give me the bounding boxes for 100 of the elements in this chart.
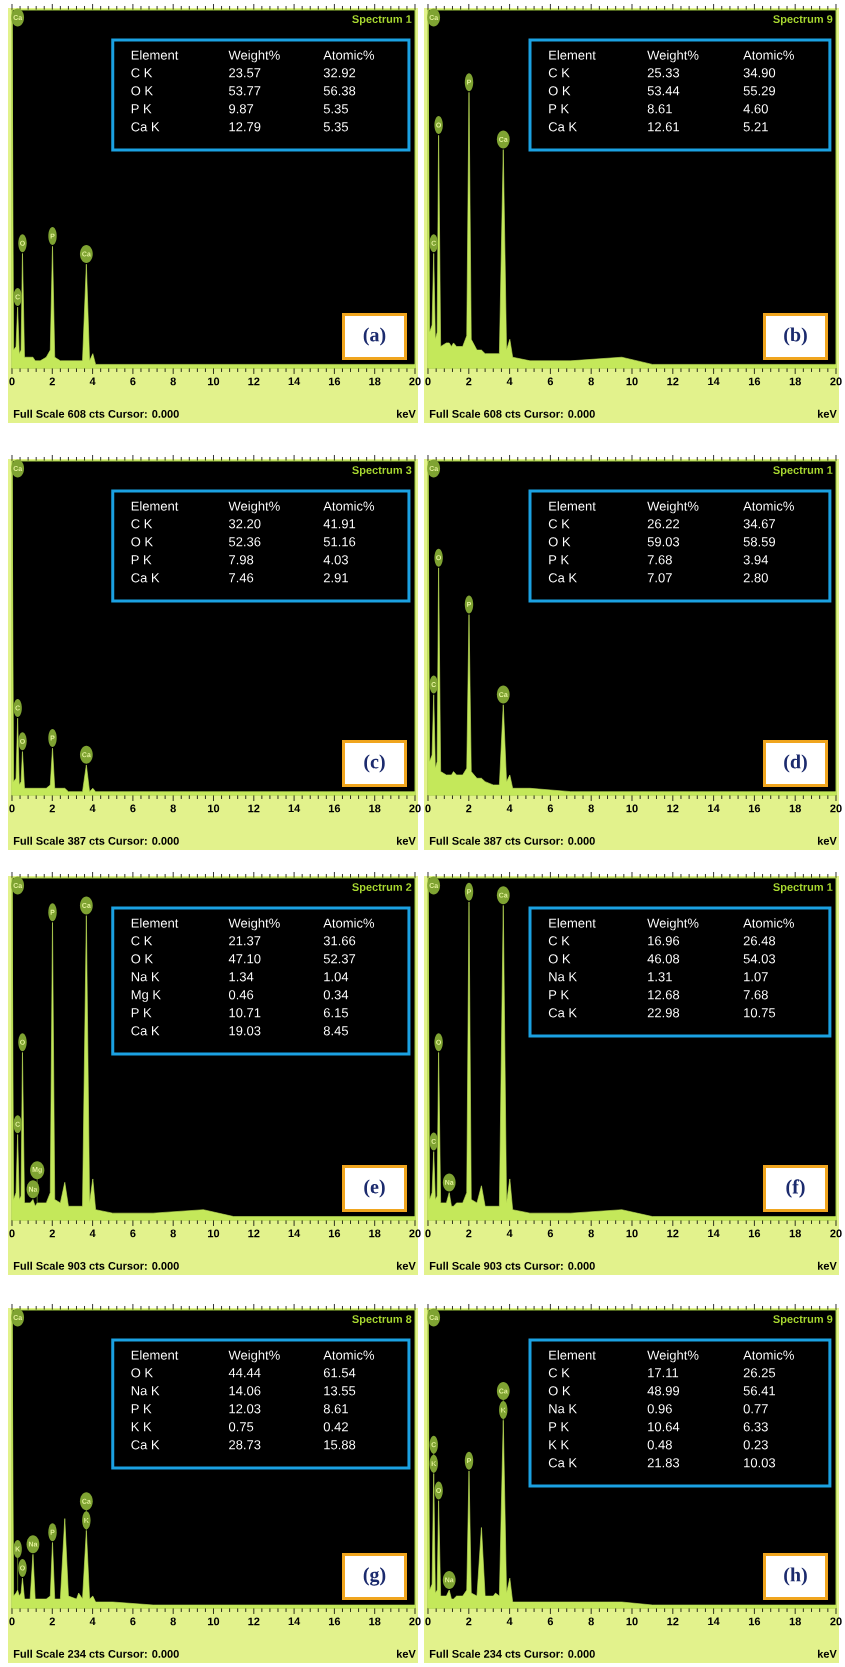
annotation: (b) bbox=[783, 327, 807, 346]
x-tick-label: 14 bbox=[707, 1617, 720, 1626]
x-tick-label: 4 bbox=[89, 377, 96, 386]
chart-title: Spectrum 1 bbox=[351, 15, 412, 26]
x-tick-label: 10 bbox=[626, 1617, 638, 1626]
annotation: Mg K bbox=[131, 990, 161, 1002]
annotation: 32.92 bbox=[323, 68, 355, 78]
x-tick-label: 0 bbox=[9, 804, 15, 813]
x-tick-label: 14 bbox=[288, 1229, 300, 1238]
annotation: K K bbox=[131, 1422, 152, 1432]
chart-title: Spectrum 8 bbox=[351, 1315, 412, 1326]
x-tick-label: 8 bbox=[588, 1229, 594, 1238]
annotation: 4.03 bbox=[323, 555, 348, 565]
annotation: P K bbox=[549, 1422, 569, 1432]
annotation: (g) bbox=[363, 1567, 386, 1586]
annotation: Na K bbox=[131, 972, 160, 982]
annotation: Element bbox=[549, 918, 596, 928]
annotation: 51.16 bbox=[323, 537, 355, 547]
annotation: 31.66 bbox=[323, 936, 355, 946]
x-tick-label: 8 bbox=[170, 1617, 176, 1626]
annotation: Element bbox=[131, 50, 179, 60]
x-tick-label: 20 bbox=[830, 377, 842, 386]
x-tick-label: 16 bbox=[748, 1617, 760, 1626]
annotation: 32.20 bbox=[228, 519, 261, 529]
x-tick-label: 14 bbox=[288, 804, 300, 813]
x-tick-label: 10 bbox=[207, 377, 219, 386]
annotation: Atomic% bbox=[742, 501, 794, 511]
x-tick-label: 6 bbox=[130, 804, 136, 813]
x-tick-label: 18 bbox=[789, 1229, 801, 1238]
annotation: 0.34 bbox=[323, 990, 348, 1000]
x-tick-label: 18 bbox=[369, 1617, 381, 1626]
annotation: 59.03 bbox=[647, 537, 679, 547]
x-tick-label: 4 bbox=[89, 804, 96, 813]
annotation: O K bbox=[548, 86, 571, 96]
annotation: Ca K bbox=[548, 1458, 577, 1468]
annotation: 8.45 bbox=[323, 1026, 348, 1036]
annotation: Ca K bbox=[131, 1440, 160, 1450]
x-tick-label: 16 bbox=[748, 1229, 760, 1238]
annotation: Weight% bbox=[228, 50, 280, 63]
annotation: 7.68 bbox=[743, 990, 768, 1000]
text: Full Scale 608 cts Cursor: 0.000 bbox=[13, 409, 179, 418]
annotation: 7.46 bbox=[228, 573, 253, 583]
annotation: 5.21 bbox=[743, 122, 768, 132]
annotation: 10.75 bbox=[743, 1008, 775, 1018]
annotation: Ca K bbox=[131, 122, 160, 132]
annotation: 56.38 bbox=[323, 86, 355, 96]
annotation: Element bbox=[131, 501, 179, 511]
x-tick-label: 6 bbox=[130, 1229, 136, 1238]
annotation: 4.60 bbox=[743, 104, 768, 114]
annotation: 10.03 bbox=[743, 1458, 775, 1468]
x-tick-label: 16 bbox=[328, 1229, 340, 1238]
annotation: 5.35 bbox=[323, 122, 348, 132]
x-axis-title: keV bbox=[396, 1649, 416, 1658]
x-tick-label: 18 bbox=[369, 804, 381, 813]
annotation: 12.79 bbox=[229, 122, 261, 132]
annotation: Atomic% bbox=[742, 1350, 794, 1360]
annotation: Weight% bbox=[647, 50, 699, 63]
annotation: C K bbox=[548, 1368, 570, 1378]
x-tick-label: 12 bbox=[248, 377, 260, 386]
annotation: 0.23 bbox=[743, 1440, 768, 1450]
text: Full Scale 608 cts Cursor: 0.000 bbox=[429, 409, 595, 418]
annotation: Na K bbox=[549, 972, 577, 982]
annotation: Ca K bbox=[131, 1026, 160, 1036]
annotation: 0.96 bbox=[647, 1404, 672, 1414]
annotation: O K bbox=[548, 537, 571, 547]
text: Full Scale 903 cts Cursor: 0.000 bbox=[13, 1261, 179, 1270]
x-tick-label: 8 bbox=[170, 377, 176, 386]
x-tick-label: 8 bbox=[588, 377, 594, 386]
annotation: 23.57 bbox=[228, 68, 261, 78]
x-tick-label: 4 bbox=[506, 804, 513, 813]
text: Full Scale 234 cts Cursor: 0.000 bbox=[429, 1649, 595, 1658]
x-tick-label: 16 bbox=[328, 1617, 340, 1626]
annotation: 2.91 bbox=[323, 573, 348, 583]
annotation: 1.04 bbox=[324, 972, 348, 982]
annotation: (c) bbox=[364, 754, 385, 773]
x-tick-label: 4 bbox=[89, 1229, 96, 1238]
x-tick-label: 20 bbox=[830, 1617, 842, 1626]
x-tick-label: 6 bbox=[547, 804, 553, 813]
x-tick-label: 20 bbox=[409, 1617, 421, 1626]
x-tick-label: 16 bbox=[748, 377, 760, 386]
x-tick-label: 8 bbox=[588, 804, 594, 813]
annotation: 1.07 bbox=[743, 972, 768, 982]
x-tick-label: 2 bbox=[49, 1617, 55, 1626]
annotation: P K bbox=[131, 1008, 152, 1018]
x-tick-label: 4 bbox=[506, 377, 513, 386]
annotation: 14.06 bbox=[229, 1386, 261, 1396]
annotation: 8.61 bbox=[647, 104, 672, 114]
annotation: 1.31 bbox=[647, 972, 672, 982]
x-tick-label: 18 bbox=[789, 1617, 801, 1626]
chart-title: Spectrum 9 bbox=[772, 1315, 833, 1326]
x-tick-label: 8 bbox=[588, 1617, 594, 1626]
annotation: 12.68 bbox=[647, 990, 679, 1000]
x-tick-label: 0 bbox=[425, 804, 431, 813]
x-tick-label: 0 bbox=[9, 377, 15, 386]
annotation: 34.90 bbox=[743, 68, 775, 78]
annotation: C K bbox=[131, 936, 153, 946]
x-tick-label: 2 bbox=[49, 1229, 55, 1238]
annotation: Element bbox=[549, 1350, 596, 1360]
x-tick-label: 8 bbox=[170, 1229, 176, 1238]
annotation: 48.99 bbox=[647, 1386, 679, 1396]
